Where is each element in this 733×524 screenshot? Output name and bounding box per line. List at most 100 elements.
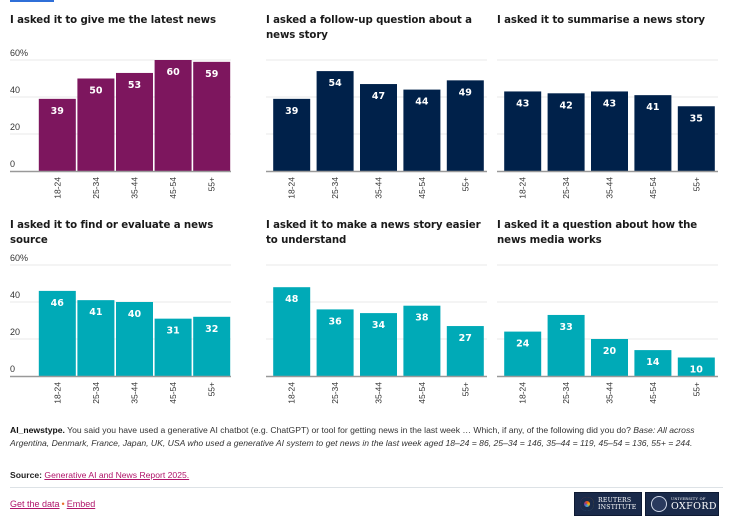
chart-panel-news-source: I asked it to find or evaluate a news so… — [10, 218, 240, 418]
x-tick-label: 45-54 — [168, 382, 178, 404]
data-label: 14 — [646, 357, 660, 368]
x-tick-label: 55+ — [460, 177, 470, 191]
bar-chart: 0 20 40 60% 39 18-24 50 25-34 53 35-44 60 45-54 59 55… — [10, 48, 231, 199]
bar — [154, 60, 192, 171]
bar — [504, 91, 542, 171]
note-question: You said you have used a generative AI c… — [64, 425, 634, 435]
link-separator: • — [61, 499, 65, 509]
bar — [446, 326, 484, 376]
oxford-crest-icon — [651, 496, 667, 512]
bar — [403, 89, 441, 171]
oxford-university-logo[interactable]: UNIVERSITY OF OXFORD — [645, 492, 719, 516]
data-label: 48 — [285, 294, 299, 305]
chart-title: I asked it to make a news story easier t… — [266, 220, 481, 246]
x-tick-label: 45-54 — [417, 382, 427, 404]
data-label: 39 — [51, 106, 64, 117]
get-the-data-link[interactable]: Get the data — [10, 499, 60, 509]
y-tick-label: 20 — [10, 122, 20, 132]
x-tick-label: 25-34 — [91, 382, 101, 404]
bar — [116, 302, 153, 376]
bar — [38, 290, 76, 376]
data-label: 41 — [89, 307, 102, 318]
bar — [116, 72, 153, 171]
bar — [504, 331, 542, 376]
source-label: Source: — [10, 470, 42, 480]
bar — [316, 71, 354, 171]
bar — [591, 91, 628, 171]
bar — [360, 313, 397, 376]
note-label: AI_newstype. — [10, 425, 65, 435]
data-label: 54 — [328, 78, 342, 89]
x-tick-label: 45-54 — [648, 382, 658, 404]
data-label: 35 — [690, 113, 703, 124]
bar — [634, 350, 672, 376]
footer-divider — [10, 487, 723, 488]
reuters-line1: REUTERS — [598, 497, 632, 504]
data-label: 59 — [205, 69, 218, 80]
x-tick-label: 18-24 — [52, 177, 62, 199]
bar — [547, 93, 585, 171]
bar — [316, 309, 354, 376]
x-tick-label: 18-24 — [52, 382, 62, 404]
chart-title: I asked it to find or evaluate a news so… — [10, 220, 214, 246]
x-tick-label: 18-24 — [518, 177, 528, 199]
bar-chart: 24 18-24 33 25-34 20 35-44 14 45-54 10 55+ — [497, 264, 718, 404]
bar — [38, 98, 76, 171]
x-tick-label: 55+ — [207, 177, 217, 191]
methodology-note: AI_newstype. You said you have used a ge… — [10, 424, 722, 449]
x-tick-label: 18-24 — [518, 382, 528, 404]
bar — [677, 357, 715, 376]
x-tick-label: 35-44 — [130, 177, 140, 199]
chart-title: I asked it a question about how the news… — [497, 220, 698, 246]
chart-title: I asked a follow-up question about a new… — [266, 15, 472, 41]
bar — [360, 84, 397, 171]
bar — [154, 318, 192, 376]
x-tick-label: 25-34 — [330, 382, 340, 404]
reuters-institute-logo[interactable]: REUTERS INSTITUTE — [574, 492, 642, 516]
x-tick-label: 25-34 — [561, 382, 571, 404]
source-line: Source: Generative AI and News Report 20… — [10, 470, 189, 480]
data-label: 41 — [646, 102, 659, 113]
bar — [634, 95, 672, 171]
x-tick-label: 35-44 — [130, 382, 140, 404]
x-tick-label: 18-24 — [287, 382, 297, 404]
reuters-globe-icon — [580, 497, 594, 511]
bar — [77, 78, 115, 171]
data-label: 24 — [516, 339, 530, 350]
x-tick-label: 45-54 — [648, 177, 658, 199]
bar — [403, 305, 441, 376]
chart-panel-follow-up: I asked a follow-up question about a new… — [266, 13, 496, 213]
data-label: 46 — [51, 298, 65, 309]
data-label: 53 — [128, 80, 141, 91]
x-tick-label: 35-44 — [605, 382, 615, 404]
chart-title: I asked it to summarise a news story — [497, 15, 705, 26]
x-tick-label: 35-44 — [374, 382, 384, 404]
data-label: 34 — [372, 320, 386, 331]
x-tick-label: 35-44 — [605, 177, 615, 199]
data-label: 43 — [516, 98, 529, 109]
x-tick-label: 55+ — [691, 177, 701, 191]
bar — [273, 98, 311, 171]
embed-link[interactable]: Embed — [66, 499, 96, 509]
data-label: 50 — [89, 86, 103, 97]
data-label: 47 — [372, 91, 385, 102]
reuters-logo-text: REUTERS INSTITUTE — [598, 497, 636, 511]
x-tick-label: 45-54 — [417, 177, 427, 199]
data-label: 10 — [690, 365, 704, 376]
source-link[interactable]: Generative AI and News Report 2025. — [44, 470, 190, 480]
footer-links: Get the data • Embed — [10, 499, 95, 509]
note-base: Base: All across Argentina, Denmark, Fra… — [10, 425, 695, 448]
oxford-line2: OXFORD — [671, 500, 717, 512]
bar-chart: 39 18-24 54 25-34 47 35-44 44 45-54 49 55+ — [266, 59, 487, 199]
y-tick-label: 0 — [10, 364, 15, 374]
y-tick-label: 40 — [10, 290, 20, 300]
x-tick-label: 25-34 — [561, 177, 571, 199]
bar — [273, 287, 311, 376]
chart-panel-latest-news: I asked it to give me the latest news 0 2… — [10, 13, 240, 213]
bar-chart: 43 18-24 42 25-34 43 35-44 41 45-54 35 55+ — [497, 59, 718, 199]
data-label: 43 — [603, 98, 616, 109]
bar — [591, 339, 628, 376]
x-tick-label: 55+ — [691, 382, 701, 396]
data-label: 36 — [328, 316, 342, 327]
chart-panel-media-works: I asked it a question about how the news… — [497, 218, 727, 418]
